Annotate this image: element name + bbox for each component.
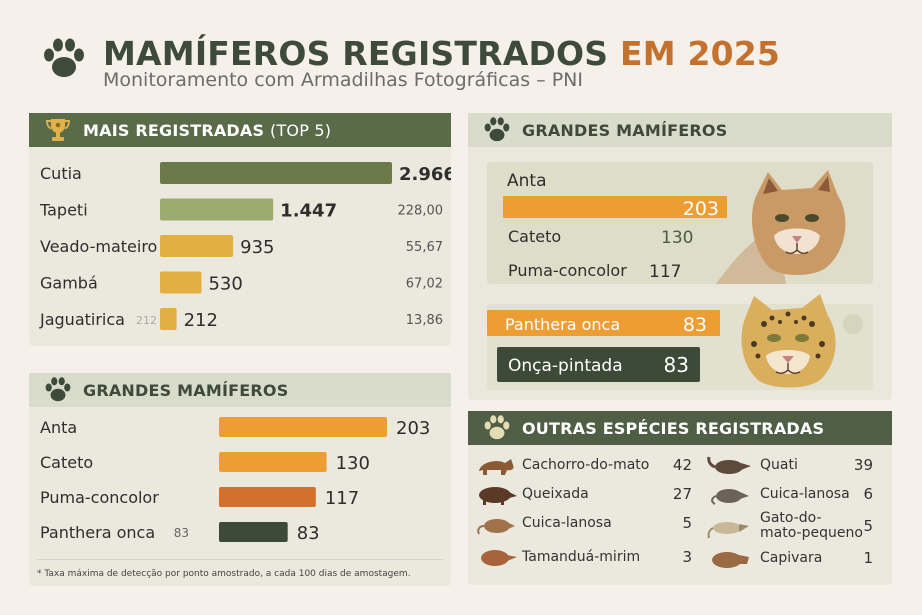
- species-label: Gato-do- mato-pequeno: [760, 510, 863, 541]
- large-mammals-header: GRANDES MAMÍFEROS: [29, 373, 451, 407]
- top5-title-suffix: (TOP 5): [270, 120, 332, 140]
- page-subtitle: Monitoramento com Armadilhas Fotográfica…: [103, 69, 583, 91]
- bar: [160, 308, 177, 330]
- species-label: Quati: [760, 457, 798, 473]
- anteater-icon: [481, 550, 517, 566]
- category-label: Puma-concolor: [40, 488, 159, 507]
- species-label: Cachorro-do-mato: [522, 457, 650, 473]
- species-count: 1: [863, 549, 873, 567]
- other-species-panel: OUTRAS ESPÉCIES REGISTRADAS: [468, 411, 892, 585]
- top5-chart: Cutia 2.966 Tapeti 1.447 228,00 Veado-mateiro…: [39, 162, 451, 331]
- bar: [160, 235, 234, 257]
- divider: [37, 559, 443, 560]
- large-mammals-right-header: GRANDES MAMÍFEROS: [468, 113, 892, 147]
- value-label: 130: [661, 228, 693, 248]
- large-mammals-title: GRANDES MAMÍFEROS: [83, 380, 289, 400]
- category-label: Veado-mateiro: [40, 237, 157, 256]
- species-label: Queixada: [522, 486, 589, 502]
- category-label: Panthera onca: [40, 523, 155, 542]
- rate-label: 228,00: [398, 204, 444, 219]
- ghost-label: 212: [136, 314, 157, 327]
- bar: [219, 487, 316, 507]
- species-label: Tamanduá-mirim: [522, 549, 641, 565]
- value-label: 212: [184, 310, 218, 331]
- opossum-icon: [477, 519, 515, 535]
- category-label: Anta: [507, 171, 547, 191]
- species-count: 27: [672, 485, 692, 503]
- bar: [497, 347, 700, 382]
- paw-icon: [482, 415, 512, 441]
- bar: [219, 417, 387, 437]
- value-label: 530: [208, 274, 242, 295]
- top5-header: MAIS REGISTRADAS (TOP 5): [29, 113, 451, 147]
- paw-icon: [43, 377, 73, 403]
- category-label: Puma-concolor: [508, 261, 627, 280]
- jaguar-chart: Panthera onca 83 Onça-pintada 83: [487, 310, 720, 382]
- bar: [160, 162, 392, 184]
- value-label: 117: [649, 262, 681, 282]
- species-count: 39: [853, 456, 873, 474]
- large-mammals-chart: Anta 203 Cateto 130 Puma-concolor 117 Panthera…: [40, 417, 430, 544]
- value-label: 83: [683, 314, 707, 336]
- small-cat-icon: [707, 522, 749, 539]
- puma-illustration: [716, 166, 866, 288]
- species-count: 6: [863, 485, 873, 503]
- rate-label: 55,67: [406, 240, 443, 255]
- bar: [219, 522, 288, 542]
- category-label: Anta: [40, 418, 77, 437]
- coati-icon: [707, 456, 751, 474]
- paw-icon: [42, 38, 86, 84]
- bar: [219, 452, 327, 472]
- bar: [160, 198, 274, 221]
- paw-icon: [482, 117, 512, 143]
- other-species-title: OUTRAS ESPÉCIES REGISTRADAS: [522, 418, 825, 438]
- footnote: * Taxa máxima de detecção por ponto amos…: [37, 569, 411, 579]
- species-count: 3: [682, 548, 692, 566]
- category-label: Cateto: [508, 227, 561, 246]
- species-count: 42: [672, 456, 692, 474]
- bar: [503, 196, 727, 218]
- category-label: Tapeti: [39, 201, 88, 220]
- category-label: Jaguatirica: [39, 310, 125, 329]
- ghost-label: 83: [174, 526, 189, 540]
- bar: [487, 310, 720, 336]
- species-count: 5: [863, 517, 873, 535]
- trophy-icon: [43, 117, 73, 143]
- large-mammals-panel: GRANDES MAMÍFEROS * Taxa máxima de detec…: [29, 373, 451, 586]
- large-mammals-right-chart: Anta 203 Cateto 130 Puma-concolor 117: [503, 171, 727, 282]
- peccary-icon: [479, 487, 517, 505]
- rate-label: 67,02: [406, 277, 443, 292]
- bar: [160, 271, 202, 294]
- value-label: 2.966: [399, 164, 451, 185]
- jaguar-illustration: [728, 294, 868, 396]
- rate-label: 13,86: [406, 313, 443, 328]
- value-label: 130: [336, 453, 370, 474]
- title-year: EM 2025: [619, 34, 781, 73]
- large-mammals-right-title: GRANDES MAMÍFEROS: [522, 120, 728, 140]
- species-count: 5: [682, 514, 692, 532]
- species-label: Cuica-lanosa: [760, 486, 850, 502]
- category-label: Gambá: [40, 274, 98, 293]
- page-title: MAMÍFEROS REGISTRADOS EM 2025: [103, 34, 780, 73]
- value-label: 203: [396, 418, 430, 439]
- top5-title: MAIS REGISTRADAS: [83, 120, 265, 140]
- species-label: Capivara: [760, 550, 823, 566]
- capybara-icon: [712, 552, 749, 568]
- category-label: Cateto: [40, 453, 93, 472]
- species-label: Cuica-lanosa: [522, 515, 612, 531]
- dog-icon: [479, 459, 514, 475]
- value-label: 203: [683, 198, 719, 220]
- category-label: Cutia: [40, 164, 82, 183]
- value-label: 117: [325, 488, 359, 509]
- value-label: 83: [297, 523, 320, 544]
- value-label: 1.447: [280, 201, 337, 222]
- title-main: MAMÍFEROS REGISTRADOS: [103, 34, 609, 73]
- category-label: Onça-pintada: [508, 356, 623, 376]
- other-species-header: OUTRAS ESPÉCIES REGISTRADAS: [468, 411, 892, 445]
- top5-panel: MAIS REGISTRADAS (TOP 5): [29, 113, 451, 346]
- value-label: 935: [240, 237, 274, 258]
- value-label: 83: [664, 353, 689, 377]
- woolly-opossum-icon: [711, 489, 749, 505]
- category-label: Panthera onca: [505, 315, 620, 334]
